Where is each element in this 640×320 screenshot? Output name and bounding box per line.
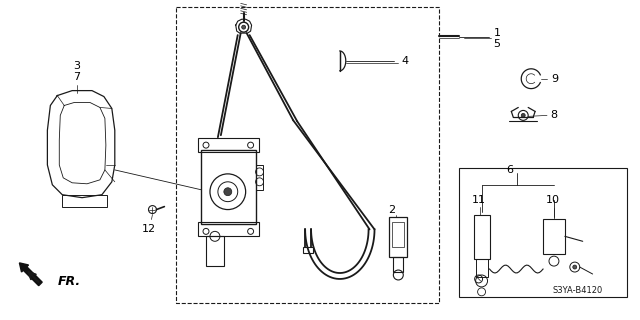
Bar <box>394 257 403 272</box>
FancyArrow shape <box>19 263 42 286</box>
Bar <box>201 150 255 224</box>
Bar <box>392 222 404 247</box>
Text: 10: 10 <box>546 195 560 205</box>
Bar <box>389 218 407 257</box>
Text: 9: 9 <box>551 74 558 84</box>
Circle shape <box>242 25 246 29</box>
Text: 12: 12 <box>141 224 156 234</box>
Bar <box>459 168 627 297</box>
Bar <box>198 222 259 236</box>
Bar <box>206 236 224 266</box>
Circle shape <box>521 113 525 117</box>
Text: 11: 11 <box>472 195 486 205</box>
Bar <box>198 138 259 152</box>
Text: FR.: FR. <box>58 276 81 288</box>
Circle shape <box>573 265 577 269</box>
Text: 7: 7 <box>74 72 81 82</box>
Bar <box>476 259 488 277</box>
Text: 8: 8 <box>550 110 557 120</box>
Text: 4: 4 <box>401 56 408 66</box>
Text: 6: 6 <box>506 165 513 175</box>
Circle shape <box>224 188 232 196</box>
Bar <box>62 195 107 207</box>
Bar <box>474 214 490 259</box>
Bar <box>176 7 439 303</box>
Text: 2: 2 <box>388 204 395 215</box>
Text: 5: 5 <box>493 39 500 49</box>
Text: 1: 1 <box>493 28 500 38</box>
Bar <box>543 220 565 254</box>
Text: 3: 3 <box>74 61 81 71</box>
Text: S3YA-B4120: S3YA-B4120 <box>552 286 603 295</box>
Bar <box>255 165 264 190</box>
Bar <box>303 247 313 253</box>
